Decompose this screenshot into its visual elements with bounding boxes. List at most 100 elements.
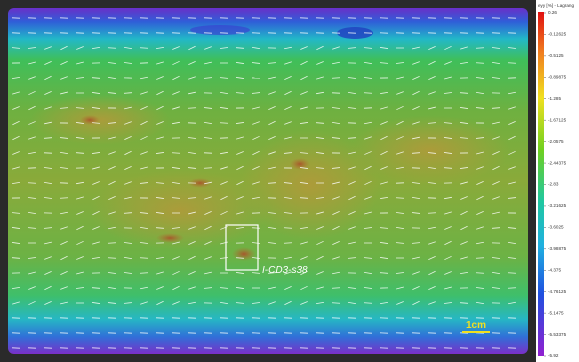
arrow bbox=[412, 271, 420, 275]
arrow bbox=[475, 287, 485, 289]
vector-field bbox=[11, 17, 517, 349]
arrow bbox=[171, 197, 181, 199]
arrow bbox=[300, 91, 308, 95]
arrow bbox=[204, 46, 212, 50]
arrow bbox=[43, 182, 53, 184]
arrow bbox=[76, 256, 84, 260]
arrow bbox=[428, 46, 436, 50]
arrow bbox=[364, 151, 372, 155]
arrow bbox=[428, 106, 436, 110]
arrow bbox=[59, 167, 69, 169]
arrow bbox=[124, 121, 132, 125]
arrow bbox=[108, 151, 116, 155]
arrow bbox=[155, 212, 165, 214]
arrow bbox=[411, 152, 421, 154]
arrow bbox=[251, 302, 261, 304]
arrow bbox=[363, 257, 373, 259]
arrow bbox=[156, 121, 164, 125]
arrow bbox=[27, 182, 37, 184]
arrow bbox=[491, 287, 501, 289]
arrow bbox=[379, 242, 389, 244]
arrow bbox=[140, 120, 148, 126]
arrow bbox=[220, 181, 228, 185]
arrow bbox=[171, 182, 181, 184]
arrow bbox=[348, 166, 356, 170]
arrow bbox=[268, 120, 276, 126]
arrow bbox=[491, 227, 501, 229]
arrow bbox=[123, 92, 133, 94]
arrow bbox=[364, 211, 372, 215]
colorbar-label: -2.44375 bbox=[548, 160, 567, 165]
arrow bbox=[443, 137, 453, 139]
arrow bbox=[252, 135, 260, 141]
arrow bbox=[268, 136, 276, 140]
arrow bbox=[347, 287, 357, 289]
arrow bbox=[235, 302, 245, 304]
arrow bbox=[235, 226, 245, 230]
arrow bbox=[75, 137, 85, 139]
arrow bbox=[475, 302, 485, 304]
arrow bbox=[107, 287, 117, 289]
arrow bbox=[300, 46, 308, 50]
arrow bbox=[44, 121, 52, 125]
arrow bbox=[235, 122, 245, 124]
arrow bbox=[443, 122, 453, 124]
arrow bbox=[508, 150, 516, 156]
arrow bbox=[107, 92, 117, 94]
arrow bbox=[508, 121, 516, 125]
arrow bbox=[219, 287, 229, 289]
arrow bbox=[412, 46, 420, 50]
arrow bbox=[379, 197, 389, 199]
arrow bbox=[124, 106, 132, 110]
arrow bbox=[188, 61, 196, 65]
arrow bbox=[60, 241, 68, 245]
arrow bbox=[412, 90, 420, 96]
arrow bbox=[187, 107, 197, 109]
arrow bbox=[124, 150, 132, 156]
arrow bbox=[220, 210, 228, 216]
arrow bbox=[476, 180, 484, 186]
arrow bbox=[204, 256, 212, 260]
arrow bbox=[76, 211, 84, 215]
arrow bbox=[123, 62, 133, 64]
arrow bbox=[60, 76, 68, 80]
arrow bbox=[444, 45, 452, 51]
arrow bbox=[443, 92, 453, 94]
arrow bbox=[91, 122, 101, 124]
arrow bbox=[28, 90, 36, 96]
arrow bbox=[60, 211, 69, 215]
arrow bbox=[331, 61, 341, 65]
arrow bbox=[204, 211, 212, 215]
arrow bbox=[316, 271, 324, 275]
arrow bbox=[76, 271, 84, 275]
arrow bbox=[108, 180, 116, 186]
arrow bbox=[219, 122, 229, 124]
arrow bbox=[492, 151, 500, 155]
arrow bbox=[139, 212, 149, 214]
arrow bbox=[300, 106, 308, 110]
arrow bbox=[75, 77, 85, 79]
arrow bbox=[347, 107, 357, 109]
arrow bbox=[396, 286, 404, 290]
arrow bbox=[155, 46, 165, 50]
arrow bbox=[508, 106, 516, 110]
arrow bbox=[171, 121, 181, 125]
arrow bbox=[92, 241, 100, 245]
arrow bbox=[444, 226, 452, 230]
arrow bbox=[444, 211, 452, 215]
arrow bbox=[91, 77, 101, 79]
arrow bbox=[235, 47, 245, 49]
arrow bbox=[507, 47, 517, 49]
arrow bbox=[475, 137, 485, 139]
arrow bbox=[492, 165, 500, 171]
arrow bbox=[92, 181, 100, 185]
arrow bbox=[172, 301, 180, 305]
arrow bbox=[140, 151, 148, 155]
arrow bbox=[476, 166, 484, 170]
arrow bbox=[283, 46, 293, 50]
arrow bbox=[155, 227, 165, 229]
arrow bbox=[475, 241, 485, 245]
arrow bbox=[91, 152, 101, 154]
arrow bbox=[44, 285, 52, 291]
